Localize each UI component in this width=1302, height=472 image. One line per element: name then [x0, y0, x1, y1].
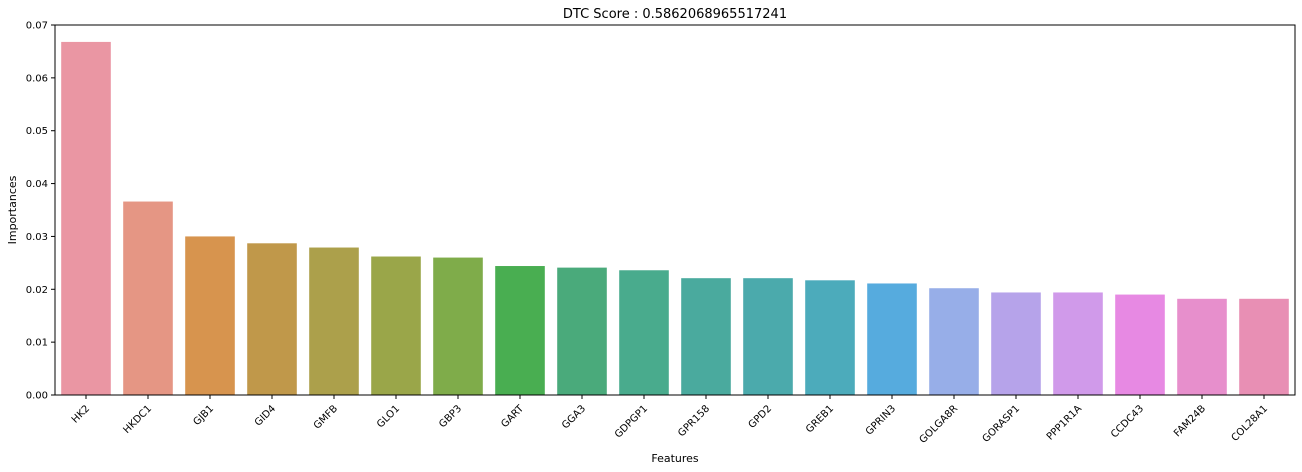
bar-gpd2 [743, 278, 793, 395]
plot-frame [54, 24, 1296, 396]
x-tick-label: GMFB [312, 403, 340, 431]
x-tick-label: GLO1 [375, 403, 402, 430]
bar-hkdc1 [123, 201, 173, 395]
bar-ppp1r1a [1053, 292, 1103, 395]
y-tick-label: 0.00 [26, 391, 48, 402]
x-tick-label: CCDC43 [1109, 403, 1146, 440]
bar-fam24b [1177, 298, 1227, 395]
x-tick-label: GGA3 [560, 403, 588, 431]
bar-golga8r [929, 288, 979, 395]
bar-gbp3 [433, 257, 483, 395]
y-tick-label: 0.01 [26, 338, 48, 349]
y-tick-label: 0.05 [26, 126, 48, 137]
bar-col28a1 [1239, 298, 1289, 395]
x-tick-label: GORASP1 [981, 403, 1023, 445]
x-tick-label: HKDC1 [122, 403, 155, 436]
x-tick-label: GDPGP1 [613, 403, 650, 440]
x-axis-label: Features [651, 452, 699, 465]
x-tick-label: GJB1 [191, 403, 216, 428]
y-axis: 0.00 0.01 0.02 0.03 0.04 0.05 0.06 0.07 [26, 21, 55, 402]
y-tick-label: 0.02 [26, 285, 48, 296]
x-tick-label: GOLGA8R [918, 403, 961, 446]
x-tick-label: GREB1 [804, 403, 836, 435]
bar-glo1 [371, 256, 421, 395]
bar-gid4 [247, 243, 297, 395]
x-tick-label: GPD2 [747, 403, 774, 430]
bar-gga3 [557, 267, 607, 395]
x-tick-label: GPR158 [676, 403, 712, 439]
bar-gpr158 [681, 278, 731, 395]
y-tick-label: 0.07 [26, 21, 48, 32]
bar-hk2 [61, 41, 111, 396]
x-tick-label: HK2 [70, 403, 92, 425]
bar-gjb1 [185, 236, 235, 395]
x-axis: HK2 HKDC1 GJB1 GID4 GMFB GLO1 GBP3 GART GGA3 GDPG… [70, 395, 1270, 446]
x-tick-label: COL28A1 [1230, 403, 1271, 444]
bar-gdpgp1 [619, 270, 669, 395]
bar-ccdc43 [1115, 294, 1165, 395]
bar-gmfb [309, 247, 359, 395]
x-tick-label: GART [499, 403, 526, 430]
y-tick-label: 0.03 [26, 232, 48, 243]
bars-group [61, 41, 1289, 396]
x-tick-label: GID4 [253, 403, 278, 428]
y-tick-label: 0.04 [26, 179, 48, 190]
x-tick-label: GPRIN3 [864, 403, 898, 437]
x-tick-label: GBP3 [437, 403, 464, 430]
x-tick-label: PPP1R1A [1045, 403, 1084, 442]
bar-gorasp1 [991, 292, 1041, 395]
y-tick-label: 0.06 [26, 73, 48, 84]
chart-title: DTC Score : 0.5862068965517241 [563, 7, 787, 22]
bar-greb1 [805, 280, 855, 395]
bar-gprin3 [867, 283, 917, 395]
y-axis-label: Importances [6, 175, 19, 244]
bar-gart [495, 266, 545, 395]
x-tick-label: FAM24B [1172, 403, 1208, 439]
